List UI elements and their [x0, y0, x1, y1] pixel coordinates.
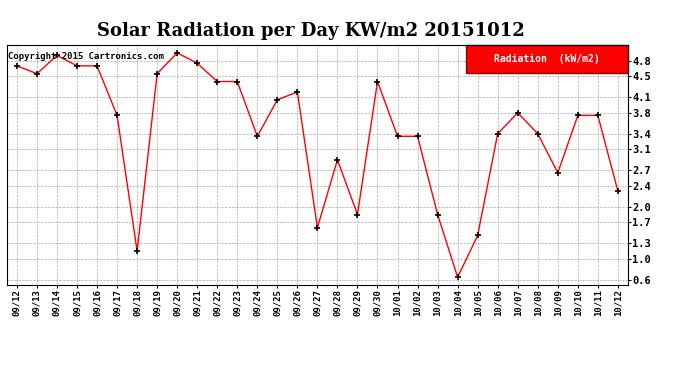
- Text: Radiation  (kW/m2): Radiation (kW/m2): [494, 54, 600, 64]
- Text: Copyright 2015 Cartronics.com: Copyright 2015 Cartronics.com: [8, 52, 164, 61]
- Text: Solar Radiation per Day KW/m2 20151012: Solar Radiation per Day KW/m2 20151012: [97, 22, 524, 40]
- FancyBboxPatch shape: [466, 45, 628, 73]
